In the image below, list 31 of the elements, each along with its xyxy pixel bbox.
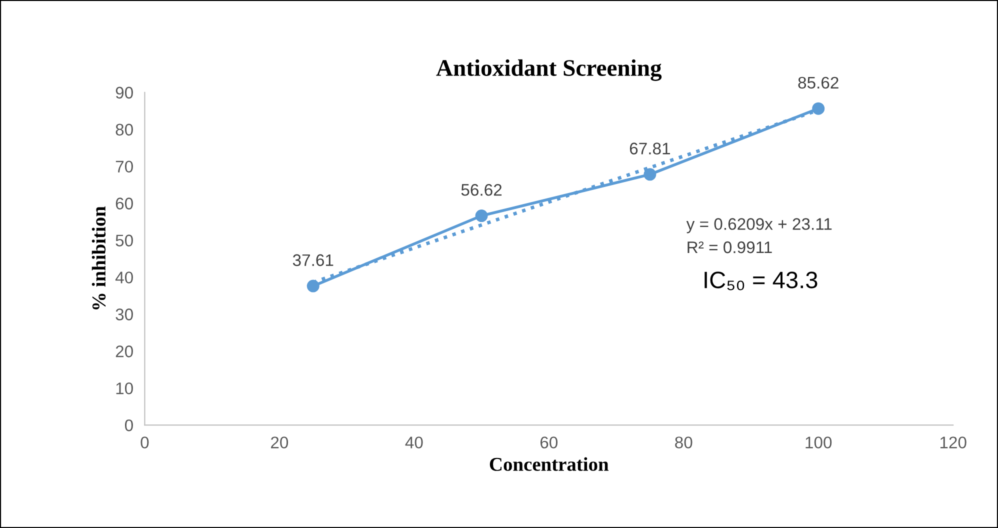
x-tick-label: 80	[675, 436, 692, 448]
data-label: 67.81	[630, 142, 670, 154]
x-tick-label: 40	[405, 436, 423, 448]
y-tick-label: 30	[116, 308, 133, 320]
y-tick-label: 80	[116, 124, 133, 136]
y-tick-label: 40	[115, 272, 133, 284]
x-tick-label: 0	[140, 436, 149, 448]
point	[475, 210, 488, 222]
point	[812, 102, 825, 115]
point	[644, 168, 656, 181]
annotation: y = 0.6209x + 23.11	[686, 218, 832, 234]
y-tick-label: 20	[116, 346, 133, 358]
x-tick-label: 60	[540, 436, 558, 448]
y-tick-label: 90	[116, 86, 133, 99]
y-tick-label: 10	[116, 382, 133, 394]
x-tick-label: 120	[940, 436, 966, 448]
data-label: 85.62	[798, 76, 838, 89]
x-tick-label: 20	[271, 436, 288, 448]
y-axis-title: % inhibition	[92, 206, 106, 310]
annotation: IC₅₀ = 43.3	[704, 272, 818, 290]
x-axis-title: Concentration	[490, 457, 609, 471]
x-tick-label: 100	[806, 436, 832, 448]
y-tick-label: 60	[116, 198, 133, 210]
y-tick-label: 70	[116, 160, 133, 173]
chart-title: Antioxidant Screening	[436, 59, 662, 81]
y-tick-label: 50	[116, 234, 133, 246]
data-label: 56.62	[461, 184, 502, 196]
y-tick-label: 0	[124, 419, 133, 432]
data-label: 37.61	[292, 254, 334, 266]
annotation: R² = 0.9911	[688, 241, 772, 254]
point	[306, 280, 320, 292]
